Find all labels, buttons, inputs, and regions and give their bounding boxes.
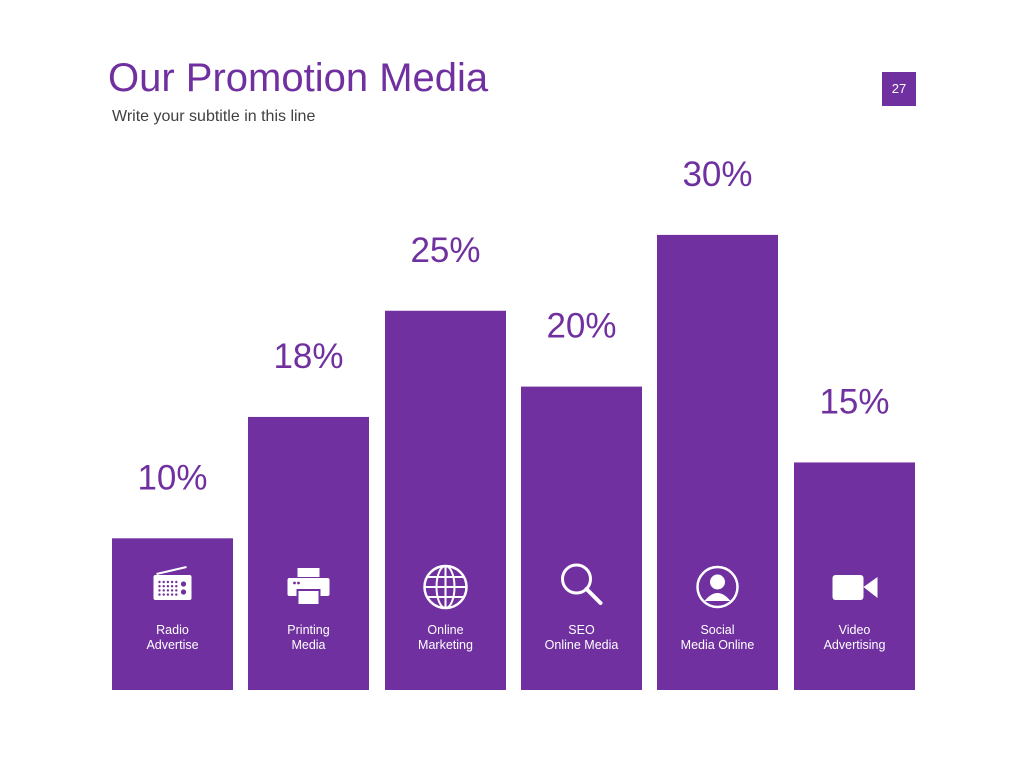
category-label: Marketing (418, 638, 473, 652)
page-number-badge: 27 (882, 72, 916, 106)
value-label: 30% (682, 155, 752, 194)
category-label: Online Media (545, 638, 619, 652)
bar (657, 234, 778, 690)
value-label: 18% (273, 337, 343, 376)
value-label: 15% (819, 382, 889, 421)
value-label: 10% (137, 458, 207, 497)
category-label: Video (839, 623, 871, 637)
magnifier-icon (561, 563, 603, 605)
printer-icon (287, 568, 330, 606)
category-label: Online (427, 623, 463, 637)
radio-icon (153, 566, 192, 600)
bar (521, 386, 642, 690)
bar (112, 538, 233, 690)
value-label: 20% (546, 307, 616, 346)
user-icon (696, 565, 739, 609)
slide-title: Our Promotion Media (108, 56, 489, 100)
category-label: SEO (568, 623, 595, 637)
category-label: Radio (156, 623, 189, 637)
category-label: Media (291, 638, 325, 652)
category-label: Printing (287, 623, 329, 637)
value-label: 25% (410, 231, 480, 270)
category-label: Media Online (681, 638, 755, 652)
bar (385, 310, 506, 690)
category-label: Social (700, 623, 734, 637)
category-label: Advertising (824, 638, 886, 652)
bar (248, 416, 369, 690)
globe-icon (423, 564, 468, 610)
slide-subtitle: Write your subtitle in this line (112, 108, 316, 125)
video-camera-icon (832, 575, 878, 600)
category-label: Advertise (146, 638, 198, 652)
